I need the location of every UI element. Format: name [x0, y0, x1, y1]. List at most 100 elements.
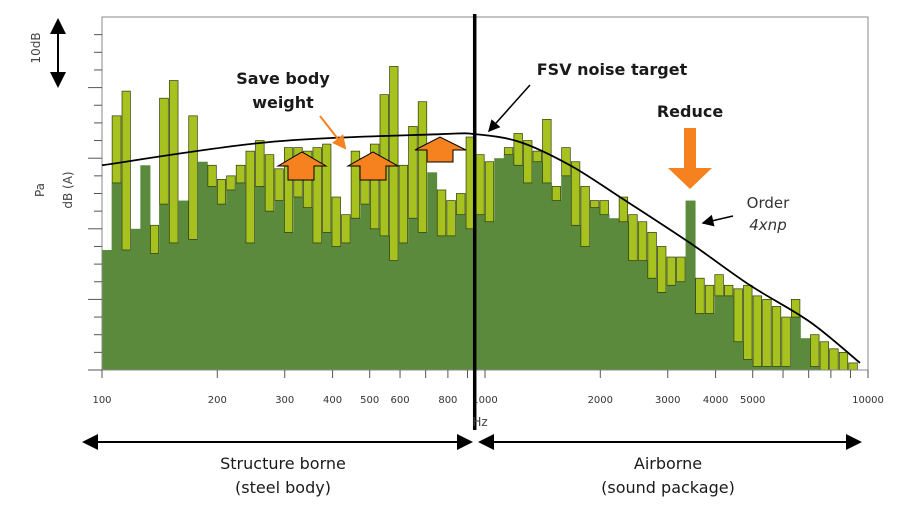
x-tick-label: 5000: [740, 395, 765, 406]
bar-light-range: [819, 341, 829, 371]
bar-light-range: [695, 277, 705, 314]
bar-dark: [513, 165, 524, 370]
bar-light-range: [771, 306, 782, 367]
x-tick-label: 100: [92, 395, 111, 406]
bar-dark: [360, 204, 371, 370]
bar-dark: [130, 228, 141, 370]
bar-dark: [771, 366, 782, 370]
bar-dark: [570, 225, 581, 370]
x-tick-label: 500: [360, 395, 379, 406]
bar-light-range: [408, 126, 418, 219]
up-arrow-icon: [414, 136, 467, 163]
order-label-line2: 4xnp: [749, 216, 786, 234]
order-pointer-arrow: [701, 214, 734, 227]
bar-dark: [685, 200, 696, 370]
bar-light-range: [255, 140, 265, 187]
x-tick-label: 2000: [588, 395, 613, 406]
bar-light-range: [551, 186, 562, 201]
bar-light-range: [743, 284, 753, 360]
bar-light-range: [216, 179, 226, 205]
sound-package-label: (sound package): [601, 478, 735, 497]
x-tick-label: 200: [208, 395, 227, 406]
y-axis-label-line1: Pa: [33, 183, 47, 197]
bar-dark: [561, 175, 572, 370]
bar-dark: [781, 366, 792, 370]
bar-light-range: [456, 193, 466, 216]
bar-light-range: [235, 164, 246, 184]
bar-light-range: [532, 150, 542, 163]
x-tick-label: 10000: [852, 395, 884, 406]
bar-dark: [427, 172, 438, 370]
bar-dark: [436, 235, 447, 370]
bar-dark: [417, 232, 428, 370]
bar-dark: [618, 221, 629, 370]
bar-dark: [723, 295, 734, 370]
bar-light-range: [417, 101, 428, 233]
bar-dark: [800, 338, 811, 370]
bar-dark: [245, 242, 256, 370]
bar-light-range: [168, 80, 179, 244]
bar-light-range: [188, 115, 198, 240]
bar-dark: [742, 359, 753, 370]
bar-dark: [150, 253, 160, 370]
bar-light-range: [676, 256, 686, 283]
bar-light-range: [341, 214, 351, 244]
y-axis-ticks: [88, 34, 102, 371]
bar-dark: [369, 228, 380, 370]
bar-dark: [647, 278, 658, 370]
bar-dark: [207, 186, 218, 370]
order-label-line1: Order: [747, 194, 790, 212]
bar-dark: [178, 200, 189, 370]
bar-light-range: [274, 168, 284, 201]
x-tick-label: 300: [275, 395, 294, 406]
bar-dark: [216, 204, 227, 370]
bar-light-range: [369, 143, 380, 230]
bar-light-range: [150, 224, 159, 254]
up-arrow-icon: [276, 151, 328, 181]
reduce-label: Reduce: [657, 102, 724, 121]
bar-dark: [283, 232, 294, 370]
x-axis-ticks: 100 200 300 400 500 600 800 1000 2000 3000 4000 500…: [92, 370, 884, 406]
structure-borne-label: Structure borne: [220, 454, 346, 473]
x-tick-label: 400: [323, 395, 342, 406]
bar-dark: [408, 218, 419, 370]
bar-light-range: [245, 150, 255, 244]
bar-dark: [264, 211, 275, 370]
x-tick-label: 3000: [655, 395, 680, 406]
airborne-label: Airborne: [634, 454, 702, 473]
save-weight-label-line2: weight: [252, 93, 314, 112]
bar-dark: [762, 366, 773, 370]
bar-light-range: [781, 316, 791, 367]
bar-light-range: [628, 214, 638, 261]
bar-dark: [599, 214, 610, 370]
bar-dark: [609, 218, 620, 370]
bar-dark: [484, 221, 495, 370]
bar-dark: [121, 249, 132, 370]
bar-light-range: [590, 200, 600, 208]
bar-light-range: [724, 284, 734, 297]
bar-dark: [733, 341, 744, 370]
bar-light-range: [570, 161, 581, 226]
bar-dark: [542, 182, 553, 370]
bar-dark: [494, 158, 505, 370]
bar-light-range: [121, 90, 131, 251]
bar-light-range: [503, 147, 514, 156]
scale-bar-label: 10dB: [29, 32, 43, 63]
bar-dark: [379, 235, 390, 370]
bar-dark: [255, 186, 266, 370]
x-tick-label: 600: [390, 395, 409, 406]
bar-dark: [532, 161, 543, 370]
bar-dark: [446, 235, 457, 370]
x-tick-label: 1000: [472, 395, 497, 406]
target-pointer-arrow: [488, 84, 531, 133]
target-curve-label: FSV noise target: [537, 60, 688, 79]
bar-dark: [637, 260, 648, 370]
bar-light-range: [207, 164, 217, 187]
bars-group: [102, 66, 858, 371]
bar-light-range: [838, 352, 849, 371]
bar-dark: [656, 292, 667, 370]
x-axis-label: Hz: [472, 415, 487, 429]
bar-light-range: [475, 154, 485, 216]
down-arrow-icon: [668, 128, 712, 189]
bar-dark: [188, 239, 199, 370]
